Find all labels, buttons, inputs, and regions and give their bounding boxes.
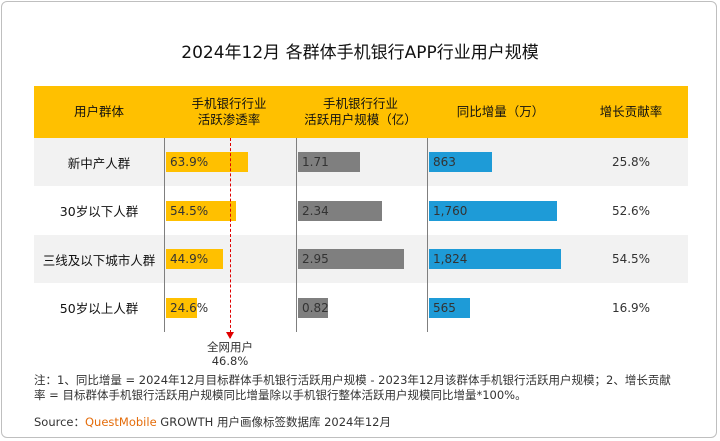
column-divider — [427, 138, 428, 332]
users-bar — [298, 200, 382, 221]
table-row: 30岁以下人群 54.5% 2.34 1,760 52.6% — [34, 187, 688, 235]
row-label: 30岁以下人群 — [59, 204, 139, 219]
source-line: Source：QuestMobile GROWTH 用户画像标签数据库 2024… — [34, 414, 391, 430]
penetration-label: 24.6% — [170, 300, 209, 315]
row-label: 新中产人群 — [67, 155, 131, 171]
users-bar — [298, 152, 360, 172]
chart-title: 2024年12月 各群体手机银行APP行业用户规模 — [181, 43, 539, 63]
increment-bar — [429, 297, 470, 318]
users-bar — [298, 297, 328, 318]
row-label: 三线及以下城市人群 — [42, 252, 156, 268]
users-bar — [298, 249, 404, 269]
increment-label: 1,760 — [433, 203, 468, 218]
penetration-bar — [166, 152, 248, 172]
increment-label: 863 — [433, 155, 456, 169]
table-header: 用户群体 手机银行行业 活跃渗透率 手机银行行业 活跃用户规模（亿） 同比增量（万）… — [34, 86, 688, 138]
penetration-bar — [166, 297, 197, 318]
contribution-value: 25.8% — [611, 155, 651, 169]
reference-label-value: 46.8% — [211, 354, 249, 368]
header-increment: 同比增量（万） — [456, 104, 545, 119]
reference-label-text: 全网用户 — [207, 340, 253, 354]
footnote-line: 注：1、同比增量 = 2024年12月目标群体手机银行活跃用户规模 - 2023… — [34, 373, 671, 387]
users-label: 2.95 — [302, 252, 329, 266]
header-penetration: 手机银行行业 活跃渗透率 — [191, 96, 267, 127]
increment-label: 1,824 — [433, 252, 468, 266]
source-brand: QuestMobile — [85, 415, 157, 429]
contribution-value: 16.9% — [611, 300, 651, 315]
footnote: 注：1、同比增量 = 2024年12月目标群体手机银行活跃用户规模 - 2023… — [34, 373, 694, 403]
increment-bar — [429, 200, 557, 221]
reference-arrow-icon — [226, 332, 234, 339]
footnote-line: 率 = 目标群体手机银行活跃用户规模同比增量除以手机银行整体活跃用户规模同比增量… — [34, 388, 527, 402]
penetration-bar — [166, 200, 236, 221]
contribution-value: 54.5% — [611, 252, 651, 266]
penetration-bar — [166, 249, 223, 269]
column-divider — [296, 138, 297, 332]
reference-label: 全网用户 46.8% — [180, 340, 280, 368]
header-contribution: 增长贡献率 — [599, 104, 663, 119]
table-row: 三线及以下城市人群 44.9% 2.95 1,824 54.5% — [34, 235, 688, 283]
header-users: 手机银行行业 活跃用户规模（亿） — [304, 96, 417, 127]
penetration-label: 44.9% — [170, 252, 209, 266]
users-label: 2.34 — [302, 203, 329, 218]
reference-line — [230, 138, 231, 338]
increment-label: 565 — [433, 300, 456, 315]
penetration-label: 54.5% — [170, 203, 209, 218]
table-row: 新中产人群 63.9% 1.71 863 25.8% — [34, 138, 688, 186]
penetration-label: 63.9% — [170, 155, 209, 169]
table-row: 50岁以上人群 24.6% 0.82 565 16.9% — [34, 284, 688, 332]
source-rest: GROWTH 用户画像标签数据库 2024年12月 — [156, 415, 392, 429]
column-divider — [164, 138, 165, 332]
increment-bar — [429, 249, 561, 269]
contribution-value: 52.6% — [611, 203, 651, 218]
source-prefix: Source： — [34, 415, 85, 429]
users-label: 0.82 — [302, 300, 329, 315]
row-label: 50岁以上人群 — [59, 301, 139, 316]
header-group: 用户群体 — [73, 104, 124, 119]
users-label: 1.71 — [302, 155, 329, 169]
increment-bar — [429, 152, 492, 172]
